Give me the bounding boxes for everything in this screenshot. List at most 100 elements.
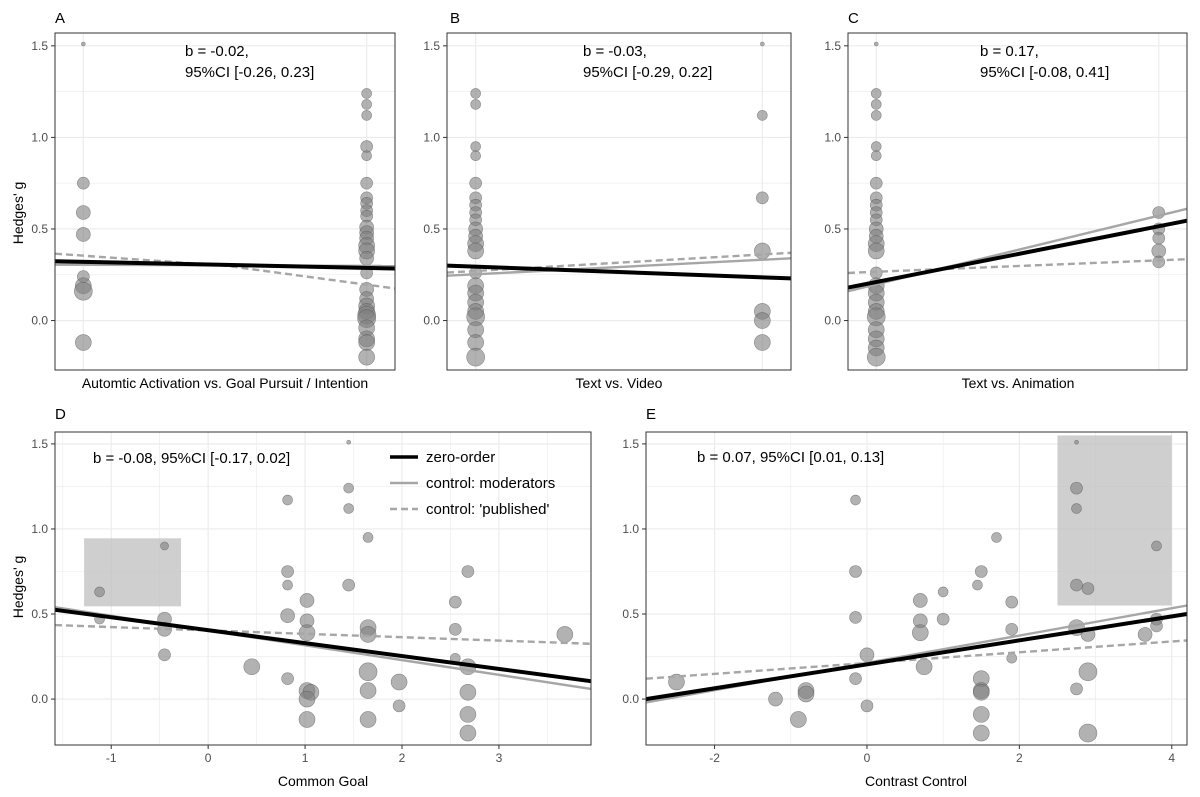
- confidence-interval-annotation: 95%CI [-0.08, 0.41]: [980, 64, 1109, 81]
- data-point: [281, 565, 294, 578]
- y-tick-label: 1.0: [31, 522, 48, 536]
- regression-line-zero-order: [54, 259, 396, 271]
- y-tick-label: 0.5: [423, 222, 440, 236]
- data-point: [859, 647, 875, 663]
- data-point: [790, 711, 807, 728]
- y-tick-label: 1.5: [824, 39, 841, 53]
- data-point: [470, 150, 481, 162]
- data-point: [870, 88, 882, 99]
- panel-letter: A: [55, 10, 65, 27]
- data-point: [1150, 619, 1163, 633]
- data-point: [1137, 627, 1153, 642]
- x-axis-label: Automtic Activation vs. Goal Pursuit / I…: [82, 375, 368, 391]
- plot-background: [55, 33, 395, 370]
- regression-line-control-published: [847, 258, 1188, 275]
- y-tick-label: 0.5: [824, 222, 841, 236]
- y-tick-label: 0.5: [31, 222, 48, 236]
- data-point: [1151, 540, 1162, 552]
- data-point: [1078, 662, 1098, 682]
- data-point: [754, 242, 771, 260]
- data-point: [77, 176, 90, 190]
- highlight-box: [1057, 435, 1172, 606]
- data-point: [1005, 623, 1019, 636]
- data-point: [797, 685, 815, 703]
- data-point: [873, 41, 879, 47]
- y-tick-label: 0.0: [31, 314, 48, 328]
- data-point: [1081, 582, 1095, 595]
- coefficient-annotation: b = -0.08, 95%CI [-0.17, 0.02]: [93, 450, 290, 467]
- panel-letter: C: [848, 10, 859, 27]
- panels: A 0.0 0.5 1.0 1.5 Automtic Activation vs. Goa…: [31, 10, 1188, 789]
- legend: zero-order control: moderators control: 'p…: [390, 449, 555, 518]
- regression-line-zero-order: [446, 263, 792, 281]
- data-point: [469, 176, 482, 190]
- y-tick-label: 0.0: [423, 314, 440, 328]
- data-point: [466, 347, 485, 367]
- data-point: [760, 41, 765, 47]
- regression-line-zero-order: [847, 218, 1188, 290]
- y-axis-label-top: Hedges' g: [10, 182, 26, 245]
- data-point: [392, 699, 406, 713]
- data-point: [849, 611, 862, 624]
- data-point: [361, 88, 372, 99]
- data-point: [359, 250, 374, 266]
- legend-label: control: 'published': [426, 501, 549, 518]
- data-point: [459, 724, 477, 742]
- data-point: [668, 673, 685, 691]
- data-point: [459, 706, 477, 723]
- data-point: [1071, 503, 1082, 514]
- regression-line-control-published: [54, 623, 592, 645]
- data-point: [912, 624, 929, 642]
- panel-e: E 0.0 0.5 1.0 1.5 -2 0 2 4 Contrast Control b = 0.…: [622, 406, 1188, 789]
- data-point: [470, 99, 481, 110]
- data-point: [282, 494, 293, 506]
- confidence-interval-annotation: 95%CI [-0.26, 0.23]: [185, 64, 314, 81]
- data-point: [467, 242, 484, 260]
- x-tick-label: 0: [205, 751, 212, 765]
- plot-background: [848, 33, 1187, 370]
- data-point: [936, 612, 950, 626]
- data-point: [556, 626, 574, 643]
- regression-line-control-moderators: [446, 257, 792, 277]
- data-point: [158, 648, 171, 662]
- data-point: [359, 682, 377, 699]
- y-tick-label: 1.0: [423, 130, 440, 144]
- data-point: [869, 176, 883, 190]
- data-point: [972, 683, 990, 701]
- y-tick-label: 0.0: [622, 692, 639, 706]
- data-point: [754, 334, 771, 351]
- data-point: [867, 242, 885, 260]
- legend-label: control: moderators: [426, 475, 555, 492]
- plot-background: [447, 33, 791, 370]
- data-point: [757, 110, 768, 121]
- x-axis-label: Contrast Control: [865, 773, 967, 789]
- data-point: [76, 205, 91, 220]
- data-point: [849, 672, 862, 685]
- data-point: [343, 503, 354, 514]
- data-point: [1006, 652, 1018, 664]
- data-point: [849, 565, 862, 578]
- x-axis-label: Text vs. Video: [576, 375, 663, 391]
- data-point: [361, 110, 372, 121]
- panel-border: [54, 32, 396, 371]
- data-point: [1074, 439, 1079, 445]
- data-point: [361, 99, 372, 110]
- panel-letter: B: [450, 10, 460, 27]
- data-point: [1070, 682, 1083, 696]
- data-point: [974, 565, 988, 578]
- data-point: [756, 191, 769, 205]
- data-point: [913, 593, 928, 608]
- x-axis-label: Common Goal: [278, 773, 368, 789]
- x-tick-label: -2: [709, 751, 720, 765]
- coefficient-annotation: b = 0.07, 95%CI [0.01, 0.13]: [697, 449, 884, 466]
- data-point: [870, 110, 882, 121]
- data-point: [298, 711, 316, 728]
- data-point: [459, 683, 477, 701]
- y-tick-label: 1.5: [31, 437, 48, 451]
- data-point: [870, 141, 882, 152]
- data-point: [866, 347, 886, 367]
- x-tick-label: 2: [399, 751, 406, 765]
- data-point: [75, 334, 92, 351]
- data-point: [298, 690, 316, 708]
- y-tick-label: 0.0: [31, 692, 48, 706]
